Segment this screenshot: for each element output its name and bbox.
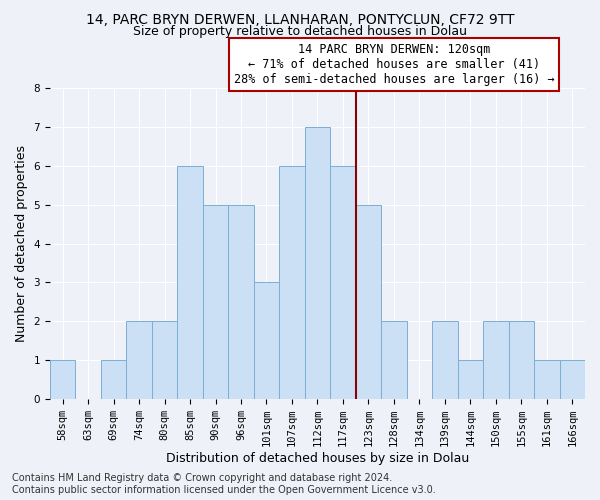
Bar — [228, 204, 254, 399]
Bar — [356, 204, 381, 399]
Bar — [381, 322, 407, 399]
Bar — [152, 322, 178, 399]
Bar — [127, 322, 152, 399]
Bar — [432, 322, 458, 399]
Bar — [279, 166, 305, 399]
Bar — [560, 360, 585, 399]
Text: Contains HM Land Registry data © Crown copyright and database right 2024.
Contai: Contains HM Land Registry data © Crown c… — [12, 474, 436, 495]
Y-axis label: Number of detached properties: Number of detached properties — [15, 145, 28, 342]
Bar — [330, 166, 356, 399]
Text: 14 PARC BRYN DERWEN: 120sqm
← 71% of detached houses are smaller (41)
28% of sem: 14 PARC BRYN DERWEN: 120sqm ← 71% of det… — [233, 43, 554, 86]
X-axis label: Distribution of detached houses by size in Dolau: Distribution of detached houses by size … — [166, 452, 469, 465]
Bar — [203, 204, 228, 399]
Bar — [305, 127, 330, 399]
Bar — [101, 360, 127, 399]
Bar — [178, 166, 203, 399]
Bar — [534, 360, 560, 399]
Bar — [458, 360, 483, 399]
Bar — [50, 360, 76, 399]
Text: 14, PARC BRYN DERWEN, LLANHARAN, PONTYCLUN, CF72 9TT: 14, PARC BRYN DERWEN, LLANHARAN, PONTYCL… — [86, 12, 514, 26]
Bar — [509, 322, 534, 399]
Bar — [254, 282, 279, 399]
Bar — [483, 322, 509, 399]
Text: Size of property relative to detached houses in Dolau: Size of property relative to detached ho… — [133, 25, 467, 38]
